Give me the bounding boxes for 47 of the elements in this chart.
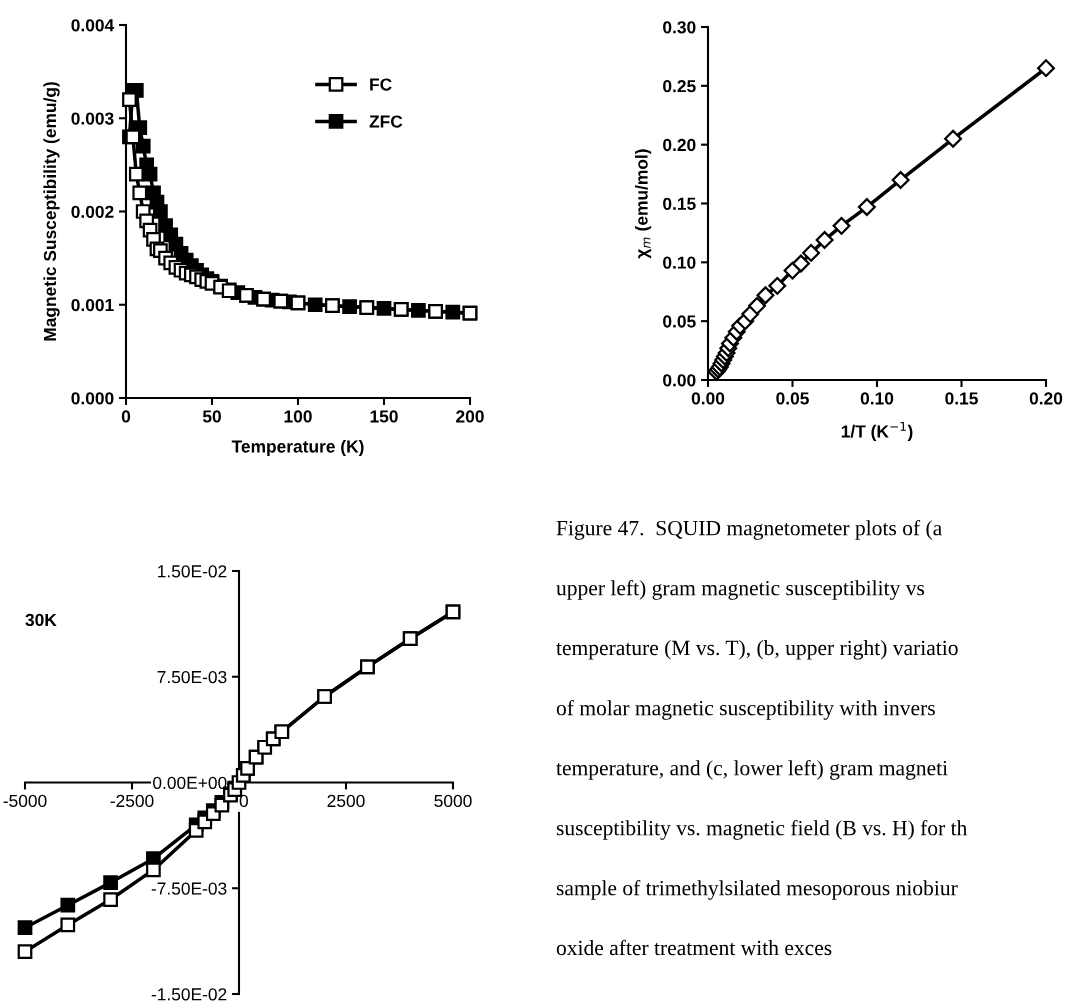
annotation: 30K bbox=[25, 613, 57, 627]
x-tick-label: 200 bbox=[456, 410, 484, 423]
y-tick-label: 0.05 bbox=[663, 315, 696, 328]
x-tick-label: 0 bbox=[239, 794, 248, 808]
y-tick-label: 0.15 bbox=[663, 197, 696, 210]
x-tick-label: 150 bbox=[370, 410, 398, 423]
text: oxide after treatment with exces bbox=[556, 939, 832, 956]
text: of molar magnetic susceptibility with invers bbox=[556, 700, 935, 720]
x-tick-label: 2500 bbox=[327, 794, 365, 808]
y-tick-label: 0.004 bbox=[71, 19, 115, 32]
y-axis-title: χ$_{m}$ (emu/mol) bbox=[634, 149, 652, 259]
text: temperature, and (c, lower left) gram magneti bbox=[556, 760, 948, 780]
legend-label: ZFC bbox=[369, 115, 403, 128]
x-tick-label: 50 bbox=[202, 410, 221, 423]
legend-label: FC bbox=[370, 78, 392, 91]
text: susceptibility vs. magnetic field (B vs. H) for th bbox=[556, 820, 968, 840]
x-tick-label: 0.00 bbox=[691, 392, 725, 405]
x-tick-label: 0 bbox=[121, 410, 131, 423]
text: temperature (M vs. T), (b, upper right) variatio bbox=[556, 640, 958, 660]
y-tick-label: -7.50E-03 bbox=[151, 882, 227, 895]
y-tick-label: 0.002 bbox=[71, 205, 114, 218]
caption: Figure 47. SQUID magnetometer plots of (a bbox=[556, 520, 942, 540]
x-axis-title: Temperature (K) bbox=[231, 439, 364, 457]
x-tick-label: -5000 bbox=[3, 794, 47, 808]
x-tick-label: 0.20 bbox=[1029, 392, 1063, 405]
y-tick-label: 0.001 bbox=[71, 298, 114, 312]
x-tick-label: 0.10 bbox=[860, 392, 894, 405]
y-tick-label: 0.000 bbox=[71, 392, 114, 405]
x-tick-label: 5000 bbox=[434, 794, 472, 808]
y-tick-label: 0.00 bbox=[663, 374, 696, 387]
y-tick-label: 0.25 bbox=[663, 80, 696, 93]
y-tick-label: 0.30 bbox=[663, 21, 696, 34]
y-tick-label: 1.50E-02 bbox=[158, 565, 227, 578]
y-axis-title: Magnetic Susceptibility (emu/g) bbox=[43, 82, 60, 341]
x-axis-title: 1/T (K$^{−1}$) bbox=[841, 421, 913, 441]
x-tick-label: 100 bbox=[284, 410, 312, 423]
y-tick-label: 0.10 bbox=[663, 256, 696, 269]
y-tick-label: 0.20 bbox=[663, 138, 696, 152]
y-tick-label: 0.003 bbox=[71, 112, 114, 125]
x-tick-label: 0.05 bbox=[776, 392, 809, 405]
y-tick-label: -1.50E-02 bbox=[151, 988, 227, 1001]
x-tick-label: 0.15 bbox=[945, 392, 978, 405]
x-tick-label: -2500 bbox=[110, 794, 154, 808]
text: upper left) gram magnetic susceptibility vs bbox=[556, 580, 925, 600]
text: sample of trimethylsilated mesoporous niobiur bbox=[556, 880, 958, 900]
y-tick-label: 0.00E+00 bbox=[153, 776, 227, 789]
y-tick-label: 7.50E-03 bbox=[157, 670, 227, 684]
